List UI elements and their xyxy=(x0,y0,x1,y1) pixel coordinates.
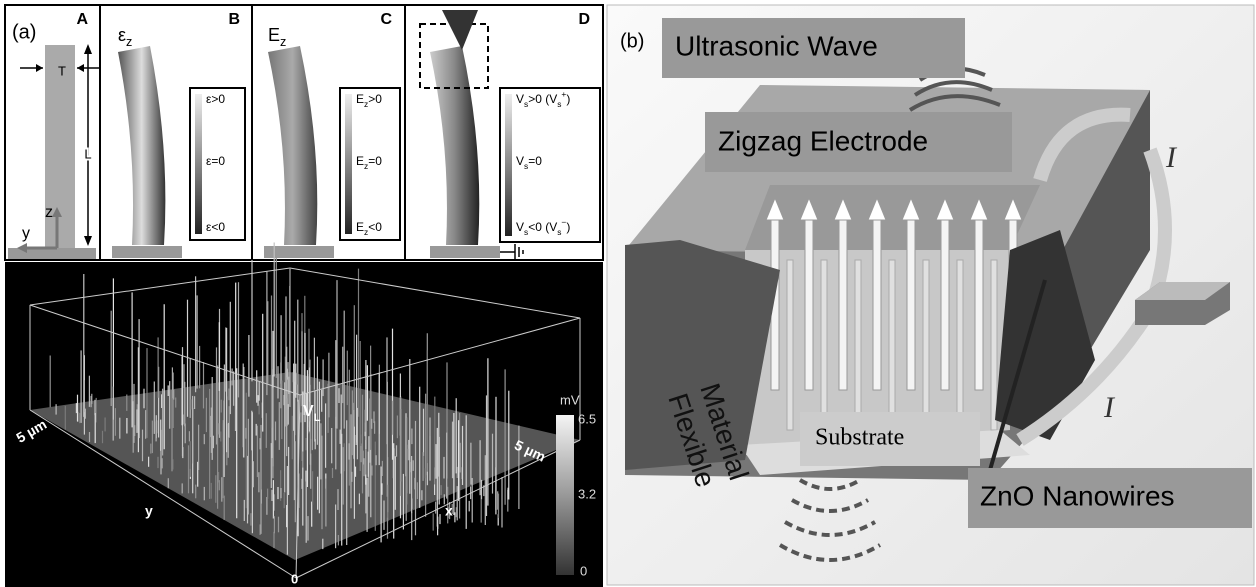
figure: (a) T L z y ABCD VL 5 µm 5 µm y x 0 mV 6… xyxy=(0,0,1256,587)
text-part: s xyxy=(557,227,561,237)
text-part: L xyxy=(314,412,321,424)
origin-label: 0 xyxy=(291,571,298,586)
electrode-underside xyxy=(745,185,1040,250)
nanowire xyxy=(873,215,881,390)
text-part: >0 (V xyxy=(528,92,557,106)
colorbar-tick: 6.5 xyxy=(578,411,596,426)
axis-label: x xyxy=(445,503,453,519)
text-part: ) xyxy=(566,92,570,106)
subpanel-letter: C xyxy=(380,11,392,28)
text-part: ε<0 xyxy=(206,220,225,234)
callout: Ultrasonic Wave xyxy=(675,30,878,61)
text-part: =0 xyxy=(528,154,542,168)
legend-bar xyxy=(345,94,352,234)
text-part: s xyxy=(557,99,561,109)
text-part: z xyxy=(280,35,286,49)
nanowire xyxy=(889,260,895,430)
subpanel-letter: A xyxy=(76,11,88,28)
legend-label: ε=0 xyxy=(206,154,225,168)
nanowire xyxy=(839,215,847,390)
text-part: >0 xyxy=(368,92,382,106)
text-part: ε=0 xyxy=(206,154,225,168)
nanowire xyxy=(975,215,983,390)
text-part: ε>0 xyxy=(206,92,225,106)
text-part: ) xyxy=(566,220,570,234)
legend-label: ε>0 xyxy=(206,92,225,106)
colorbar-tick: 3.2 xyxy=(578,486,596,501)
axis-label: z xyxy=(45,204,53,221)
legend-bar xyxy=(505,94,512,236)
text-part: V xyxy=(303,403,314,420)
nanowire xyxy=(787,260,793,430)
text-part: <0 xyxy=(368,220,382,234)
text-part: z xyxy=(126,35,132,49)
text-part: E xyxy=(356,92,364,106)
colorbar xyxy=(556,415,574,575)
text-part: V xyxy=(516,92,524,106)
panel-label: (a) xyxy=(12,21,36,43)
callout: Substrate xyxy=(815,425,904,451)
subpanel-letter: D xyxy=(578,11,590,28)
axis-label: y xyxy=(22,225,30,242)
dimension-label: L xyxy=(84,146,91,161)
legend-label: ε<0 xyxy=(206,220,225,234)
text-part: E xyxy=(356,154,364,168)
text-part: ε xyxy=(118,25,126,45)
nanowire xyxy=(941,215,949,390)
callout: Zigzag Electrode xyxy=(718,125,928,156)
text-part: V xyxy=(516,220,524,234)
nanowire xyxy=(855,260,861,430)
callout: ZnO Nanowires xyxy=(980,480,1175,511)
text-part: V xyxy=(516,154,524,168)
base xyxy=(430,246,500,258)
nanowire xyxy=(805,215,813,390)
text-part: <0 (V xyxy=(528,220,557,234)
text-part: E xyxy=(268,25,280,45)
nanowire xyxy=(907,215,915,390)
nanowire xyxy=(821,260,827,430)
dimension-label: T xyxy=(58,63,66,78)
subpanel-letter: B xyxy=(228,11,240,28)
panel-label: (b) xyxy=(620,30,644,52)
text-part: E xyxy=(356,220,364,234)
colorbar-tick: 0 xyxy=(580,563,587,578)
nanowire xyxy=(923,260,929,430)
legend-box xyxy=(500,88,600,242)
colorbar-unit: mV xyxy=(560,392,580,407)
nanowire xyxy=(991,260,997,430)
legend-bar xyxy=(195,94,202,234)
base xyxy=(112,246,182,258)
axis-label: y xyxy=(145,503,153,519)
text-part: =0 xyxy=(368,154,382,168)
nanowire xyxy=(957,260,963,430)
